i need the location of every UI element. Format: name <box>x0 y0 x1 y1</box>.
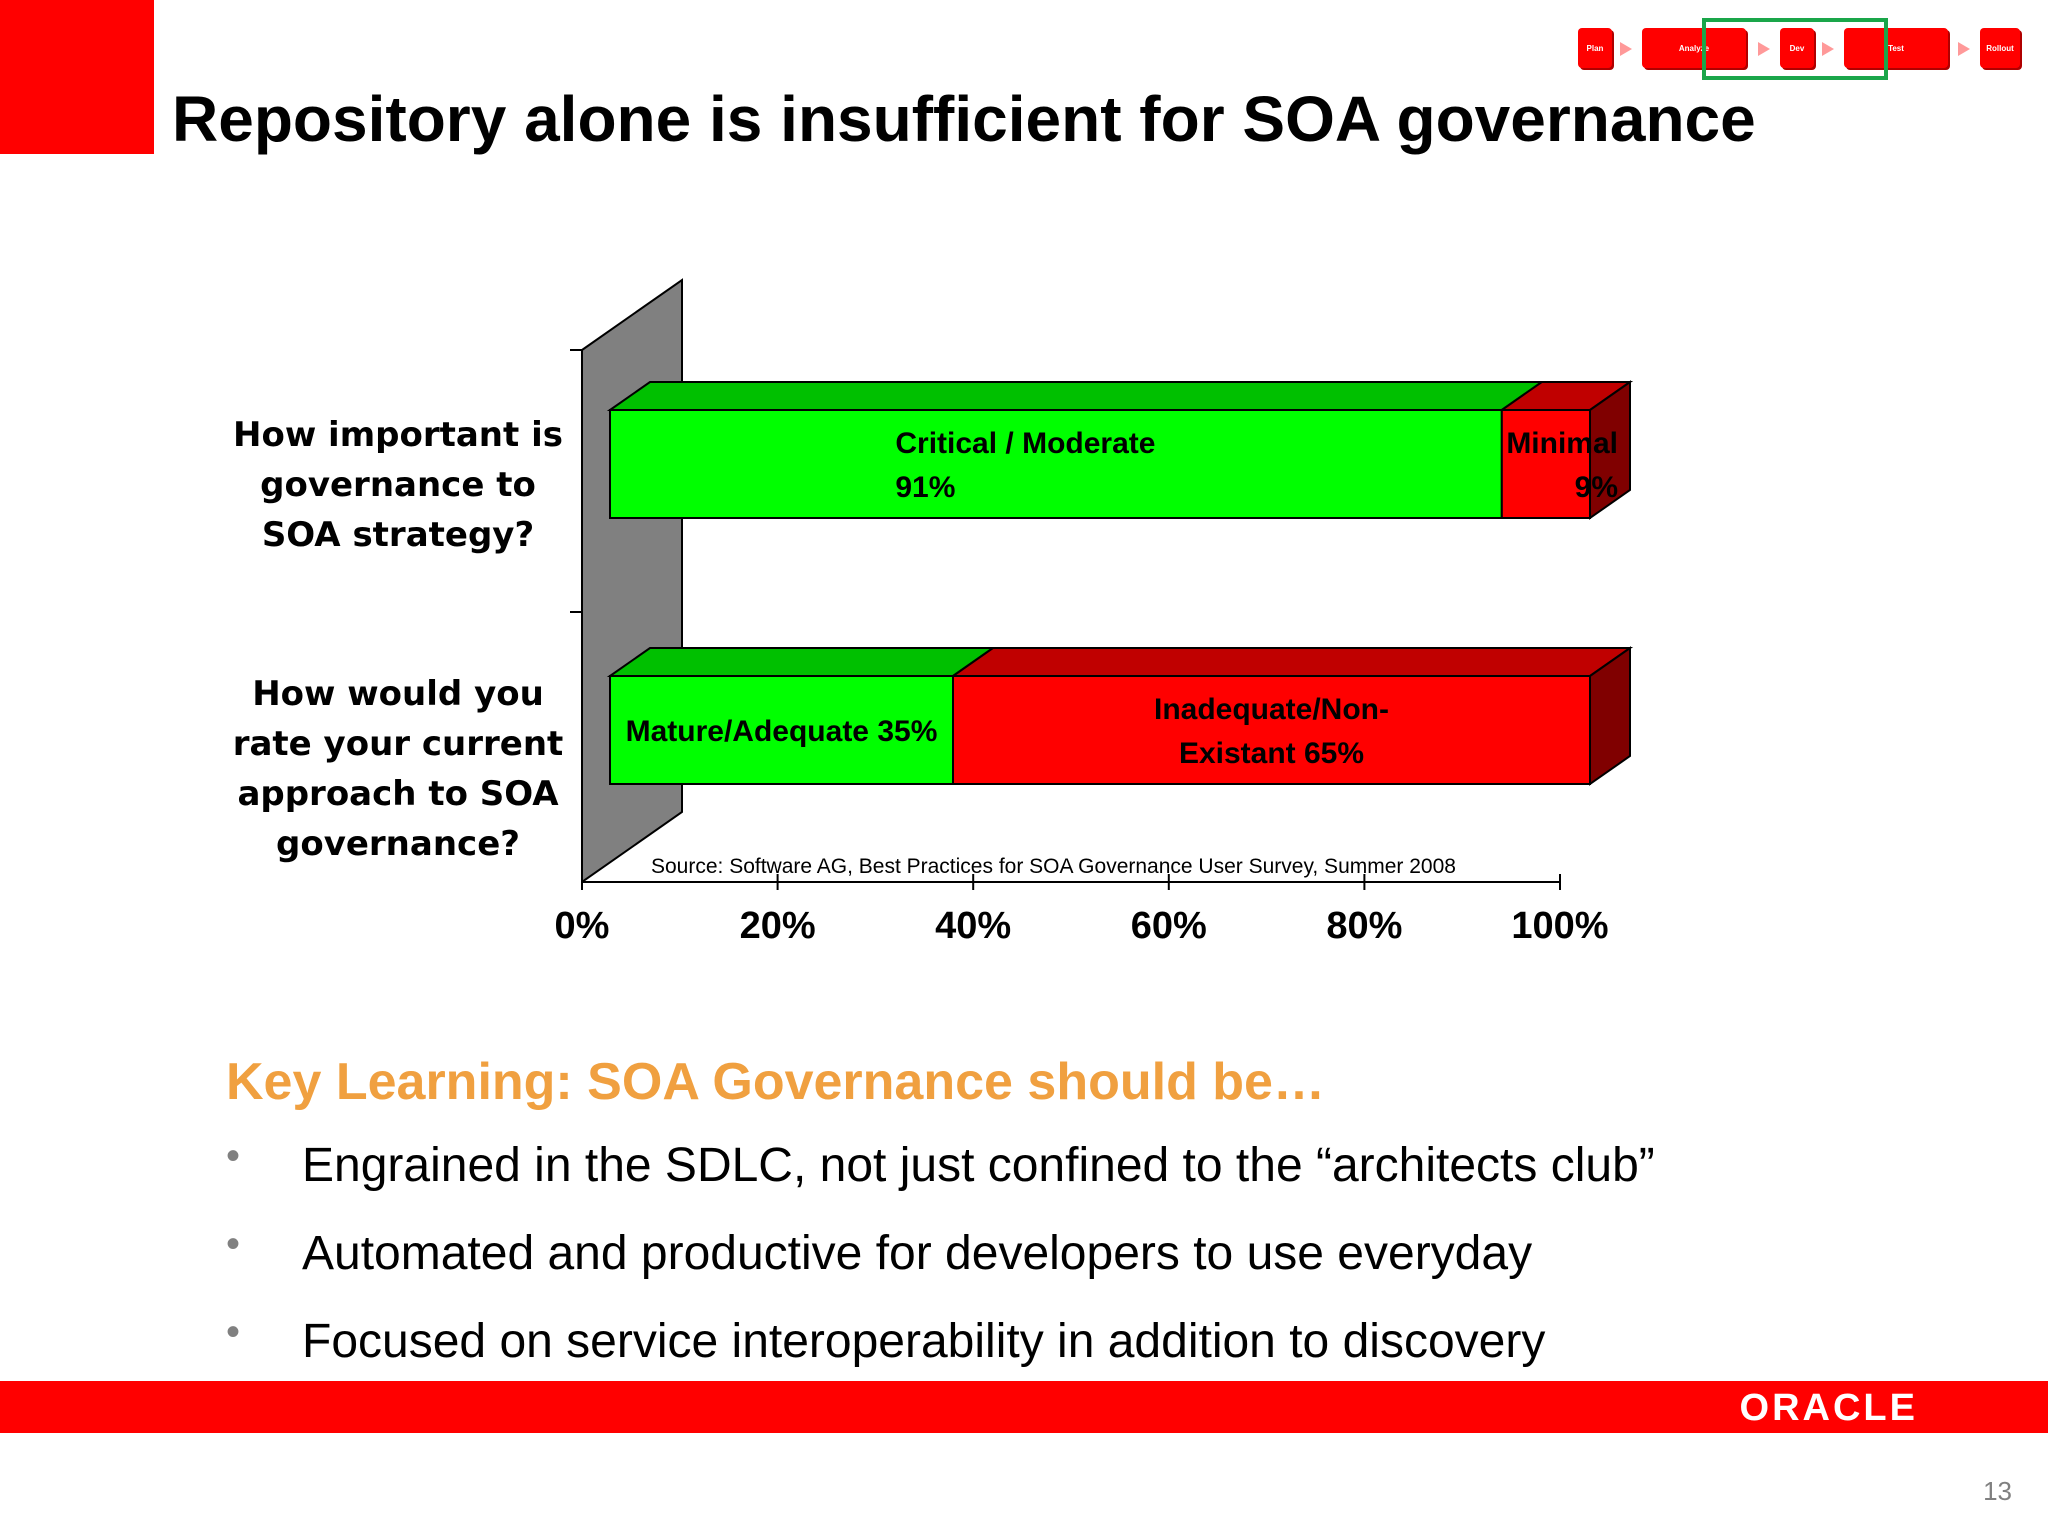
bullet-text: Automated and productive for developers … <box>302 1227 1533 1280</box>
x-tick-label: 20% <box>740 905 816 947</box>
process-step-test[interactable]: Test <box>1844 28 1948 68</box>
bullet-text: Engrained in the SDLC, not just confined… <box>302 1139 1655 1192</box>
oracle-logo: ORACLE <box>1739 1387 1918 1429</box>
category-label: rate your current <box>233 724 564 764</box>
bar-segment-side <box>1589 380 1631 520</box>
page-number: 13 <box>1983 1476 2012 1506</box>
data-label: 9% <box>1575 471 1618 504</box>
x-tick-label: 80% <box>1326 905 1402 947</box>
bullet-icon: • <box>226 1222 241 1266</box>
category-label: How would you <box>252 674 544 714</box>
process-step-label: Test <box>1888 43 1904 53</box>
category-label: governance? <box>276 824 520 864</box>
process-step-label: Rollout <box>1986 43 2014 53</box>
slide-title: Repository alone is insufficient for SOA… <box>172 83 1756 155</box>
bar-segment-top <box>606 381 1545 411</box>
process-step-rollout[interactable]: Rollout <box>1980 28 2020 68</box>
x-tick-label: 40% <box>935 905 1011 947</box>
x-tick-label: 60% <box>1131 905 1207 947</box>
category-label: SOA strategy? <box>262 515 534 555</box>
key-learning-heading: Key Learning: SOA Governance should be… <box>226 1053 1325 1111</box>
process-step-plan[interactable]: Plan <box>1578 28 1612 68</box>
category-label: governance to <box>260 465 536 505</box>
category-label: approach to SOA <box>237 774 559 814</box>
process-step-label: Dev <box>1789 43 1805 53</box>
process-step-label: Plan <box>1586 43 1604 53</box>
x-tick-label: 100% <box>1511 905 1608 947</box>
process-step-analyze[interactable]: Analyze <box>1642 28 1746 68</box>
data-label: 91% <box>895 471 955 504</box>
arrow-right-icon <box>1958 42 1970 56</box>
bullet-text: Focused on service interoperability in a… <box>302 1315 1546 1368</box>
bar-segment-top <box>949 647 1634 677</box>
arrow-right-icon <box>1620 42 1632 56</box>
bar-segment <box>609 675 954 785</box>
category-label: How important is <box>233 415 563 455</box>
bar-segment <box>1500 409 1592 519</box>
bar-segment <box>609 409 1503 519</box>
current-step-highlight <box>1702 18 1888 80</box>
process-steps-nav: Plan Analyze Dev Test Rollout <box>1572 18 2032 90</box>
bar-segment <box>952 675 1591 785</box>
bar-segment-side <box>1589 646 1631 786</box>
arrow-right-icon <box>1758 42 1770 56</box>
footer-bar: ORACLE <box>0 1381 2048 1433</box>
source-note: Source: Software AG, Best Practices for … <box>651 855 1456 878</box>
process-step-dev[interactable]: Dev <box>1780 28 1814 68</box>
data-label: Minimal <box>1506 427 1618 460</box>
data-label: Inadequate/Non- <box>1154 693 1389 726</box>
chart-back-wall <box>581 278 683 884</box>
data-label: Mature/Adequate 35% <box>626 715 938 748</box>
bullet-icon: • <box>226 1310 241 1354</box>
corner-brand-block <box>0 0 154 154</box>
bar-segment-top <box>606 647 997 677</box>
bullet-icon: • <box>226 1134 241 1178</box>
x-tick-label: 0% <box>555 905 610 947</box>
data-label: Existant 65% <box>1179 737 1364 770</box>
arrow-right-icon <box>1822 42 1834 56</box>
process-step-label: Analyze <box>1678 43 1710 53</box>
data-label: Critical / Moderate <box>895 427 1155 460</box>
